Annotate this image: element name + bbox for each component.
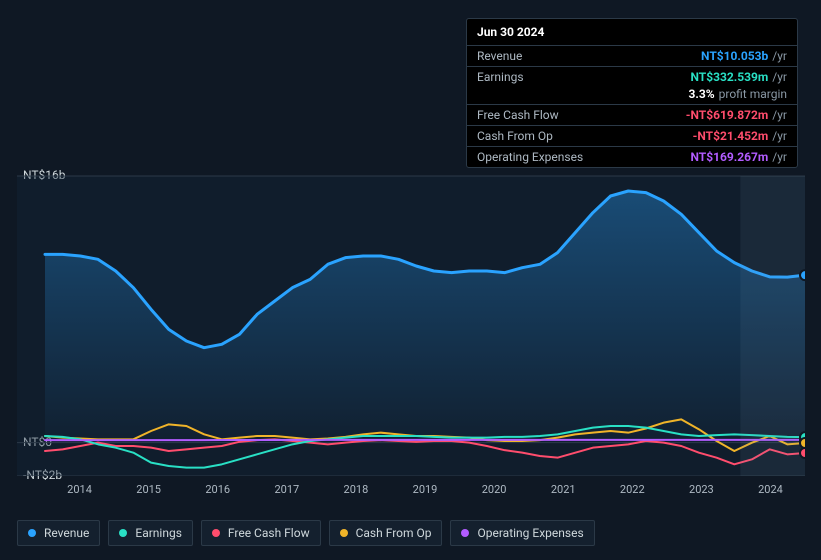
x-axis-tick: 2023 (667, 483, 736, 499)
x-axis-tick: 2014 (45, 483, 114, 499)
x-axis-tick: 2018 (321, 483, 390, 499)
legend-item-fcf[interactable]: Free Cash Flow (201, 520, 321, 546)
tooltip-row-label: Revenue (477, 49, 522, 63)
tooltip-row-value: 3.3% (689, 87, 715, 101)
tooltip-row-value-wrap: NT$169.267m/yr (690, 150, 787, 164)
tooltip-row: Free Cash Flow -NT$619.872m/yr (467, 104, 797, 125)
legend: Revenue Earnings Free Cash Flow Cash From O… (17, 520, 595, 546)
legend-item-cfo[interactable]: Cash From Op (329, 520, 443, 546)
x-axis-tick: 2024 (736, 483, 805, 499)
tooltip-row-value: -NT$21.452m (693, 129, 769, 143)
tooltip-row-label: Cash From Op (477, 129, 553, 143)
tooltip-row-value: -NT$619.872m (686, 108, 769, 122)
tooltip-row-suffix: /yr (772, 108, 787, 122)
chart-svg (17, 160, 805, 476)
x-axis-tick: 2021 (529, 483, 598, 499)
tooltip-row-suffix: /yr (772, 70, 787, 84)
x-axis: 2014201520162017201820192020202120222023… (17, 483, 805, 499)
tooltip-row-suffix: profit margin (719, 87, 787, 101)
tooltip-row-value: NT$10.053b (701, 49, 768, 63)
legend-item-earnings[interactable]: Earnings (108, 520, 193, 546)
tooltip-row-value: NT$332.539m (690, 70, 768, 84)
tooltip-row: Cash From Op -NT$21.452m/yr (467, 125, 797, 146)
legend-item-opex[interactable]: Operating Expenses (450, 520, 594, 546)
x-axis-tick: 2019 (390, 483, 459, 499)
legend-label: Earnings (135, 526, 182, 540)
tooltip-row-label: Earnings (477, 70, 524, 84)
chart-area[interactable] (17, 160, 805, 480)
tooltip-row-value-wrap: NT$10.053b/yr (701, 49, 787, 63)
tooltip-date: Jun 30 2024 (467, 25, 797, 45)
tooltip-row-suffix: /yr (772, 49, 787, 63)
tooltip-row: Revenue NT$10.053b/yr (467, 45, 797, 66)
tooltip-row: Earnings NT$332.539m/yr (467, 66, 797, 87)
legend-label: Operating Expenses (477, 526, 583, 540)
legend-swatch (119, 529, 127, 537)
tooltip-row-label: Operating Expenses (477, 150, 583, 164)
x-axis-tick: 2016 (183, 483, 252, 499)
tooltip-row-suffix: /yr (772, 150, 787, 164)
legend-swatch (212, 529, 220, 537)
legend-swatch (340, 529, 348, 537)
tooltip-row-suffix: /yr (772, 129, 787, 143)
x-axis-tick: 2017 (252, 483, 321, 499)
legend-label: Revenue (44, 526, 89, 540)
data-tooltip: Jun 30 2024 RevenueNT$10.053b/yrEarnings… (466, 18, 798, 168)
tooltip-row-value-wrap: -NT$21.452m/yr (693, 129, 787, 143)
legend-item-revenue[interactable]: Revenue (17, 520, 100, 546)
tooltip-row-label: Free Cash Flow (477, 108, 559, 122)
legend-label: Free Cash Flow (228, 526, 310, 540)
legend-swatch (28, 529, 36, 537)
legend-swatch (461, 529, 469, 537)
x-axis-tick: 2020 (460, 483, 529, 499)
x-axis-tick: 2015 (114, 483, 183, 499)
tooltip-row: 3.3% profit margin (467, 87, 797, 104)
tooltip-row-value-wrap: -NT$619.872m/yr (686, 108, 787, 122)
tooltip-row-value-wrap: 3.3% profit margin (689, 87, 788, 101)
legend-label: Cash From Op (356, 526, 432, 540)
tooltip-row-value-wrap: NT$332.539m/yr (690, 70, 787, 84)
x-axis-tick: 2022 (598, 483, 667, 499)
tooltip-row: Operating Expenses NT$169.267m/yr (467, 146, 797, 167)
tooltip-row-value: NT$169.267m (690, 150, 768, 164)
